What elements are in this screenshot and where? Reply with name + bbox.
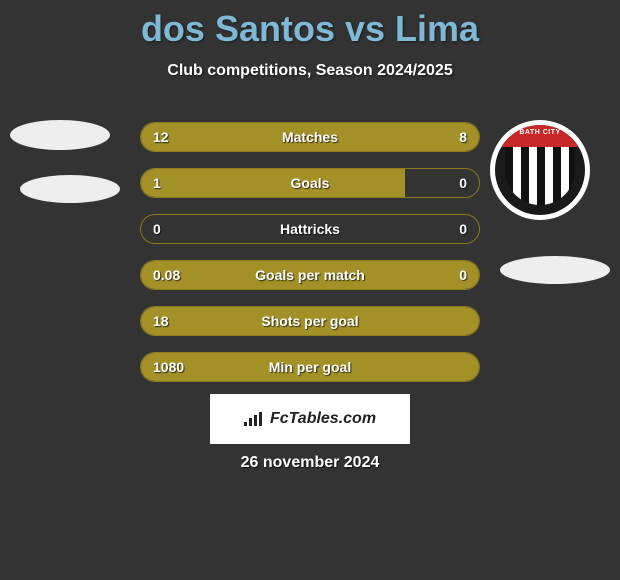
stat-row: 00Hattricks xyxy=(140,214,480,244)
brand-chart-icon xyxy=(244,412,264,426)
stat-row: 18Shots per goal xyxy=(140,306,480,336)
brand-footer-box[interactable]: FcTables.com xyxy=(210,394,410,444)
club-badge-text: BATH CITY xyxy=(495,129,585,136)
stat-label: Shots per goal xyxy=(141,307,479,336)
comparison-chart: 128Matches 10Goals 00Hattricks 0.080Goals p… xyxy=(140,122,480,398)
player-right-club-badge: BATH CITY xyxy=(490,120,590,220)
stat-row: 10Goals xyxy=(140,168,480,198)
brand-name: FcTables.com xyxy=(270,410,376,428)
stat-label: Matches xyxy=(141,123,479,152)
club-badge-inner: BATH CITY xyxy=(495,125,585,215)
player-left-avatar xyxy=(10,120,110,150)
page-title: dos Santos vs Lima xyxy=(0,0,620,50)
player-right-name-oval xyxy=(500,256,610,284)
stat-row: 1080Min per goal xyxy=(140,352,480,382)
stat-label: Min per goal xyxy=(141,353,479,382)
stat-label: Goals per match xyxy=(141,261,479,290)
player-left-name-oval xyxy=(20,175,120,203)
stat-label: Hattricks xyxy=(141,215,479,244)
stat-row: 0.080Goals per match xyxy=(140,260,480,290)
stat-row: 128Matches xyxy=(140,122,480,152)
date-label: 26 november 2024 xyxy=(0,454,620,472)
stat-label: Goals xyxy=(141,169,479,198)
club-badge-stripes xyxy=(505,147,575,205)
page-subtitle: Club competitions, Season 2024/2025 xyxy=(0,62,620,80)
